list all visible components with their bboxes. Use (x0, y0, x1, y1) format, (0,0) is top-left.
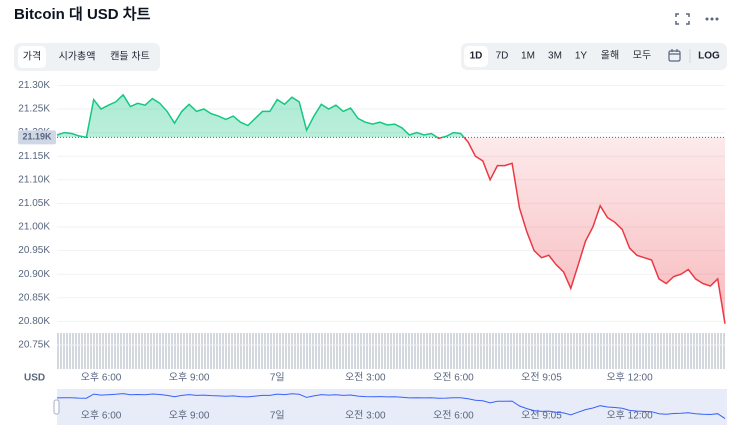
x-tick-label: 오후 9:00 (169, 372, 210, 384)
range-group (461, 43, 727, 70)
area-up (57, 94, 725, 138)
y-tick-label: 21.30K (18, 80, 50, 91)
more-icon[interactable] (705, 17, 719, 21)
navigator-label: 오전 9:05 (521, 410, 562, 422)
chart-title: Bitcoin 대 USD 차트 (14, 6, 151, 23)
y-tick-label: 20.95K (18, 245, 50, 256)
x-tick-label: 오전 6:00 (433, 372, 474, 384)
navigator-label: 오후 12:00 (606, 410, 653, 422)
tab[interactable]: 시가총액 (59, 51, 96, 63)
range-active (464, 46, 488, 67)
line-down (82, 137, 726, 324)
x-tick-label: 오전 9:05 (521, 372, 562, 384)
tab-active (18, 46, 46, 68)
y-tick-label: 20.80K (18, 316, 50, 327)
line-up (56, 93, 466, 138)
navigator-label: 오후 6:00 (81, 410, 122, 422)
navigator-label: 7일 (270, 410, 285, 422)
navigator-line (56, 393, 726, 420)
volume-area (57, 333, 725, 369)
tab[interactable]: 가격 (23, 50, 41, 63)
navigator[interactable] (57, 389, 727, 425)
baseline-label: 21.19K (22, 132, 52, 142)
y-tick-label: 20.75K (18, 340, 50, 351)
tab-group (14, 43, 160, 71)
range-button[interactable]: 올해 (601, 49, 619, 62)
area-down (437, 137, 725, 324)
y-tick-label: 21.10K (18, 174, 50, 185)
navigator-label: 오전 3:00 (345, 410, 386, 422)
baseline-label-box (18, 130, 56, 145)
y-tick-label: 21.05K (18, 198, 50, 209)
calendar-icon[interactable] (668, 49, 681, 62)
range-button[interactable]: 모두 (633, 51, 651, 62)
y-tick-label: 21.25K (18, 104, 50, 115)
x-tick-label: 7일 (270, 372, 285, 384)
range-button[interactable]: 7D (496, 51, 509, 62)
log-button[interactable]: LOG (698, 51, 720, 62)
x-tick-label: 오후 6:00 (81, 372, 122, 384)
y-tick-label: 21.00K (18, 222, 50, 233)
range-button[interactable]: 3M (548, 51, 562, 62)
x-tick-label: 오전 3:00 (345, 372, 386, 384)
navigator-label: 오후 9:00 (169, 410, 210, 422)
fullscreen-icon[interactable] (675, 13, 690, 25)
x-tick-label: 오후 12:00 (606, 372, 653, 384)
y-tick-label: 20.85K (18, 292, 50, 303)
navigator-handle[interactable] (53, 399, 60, 415)
y-tick-label: 20.90K (18, 269, 50, 280)
y-tick-label: 21.15K (18, 151, 50, 162)
range-button[interactable]: 1D (470, 51, 483, 62)
currency-label: USD (24, 373, 45, 384)
tab[interactable]: 캔들 차트 (110, 51, 150, 63)
range-button[interactable]: 1Y (575, 51, 588, 62)
range-button[interactable]: 1M (521, 51, 535, 62)
navigator-label: 오전 6:00 (433, 410, 474, 422)
